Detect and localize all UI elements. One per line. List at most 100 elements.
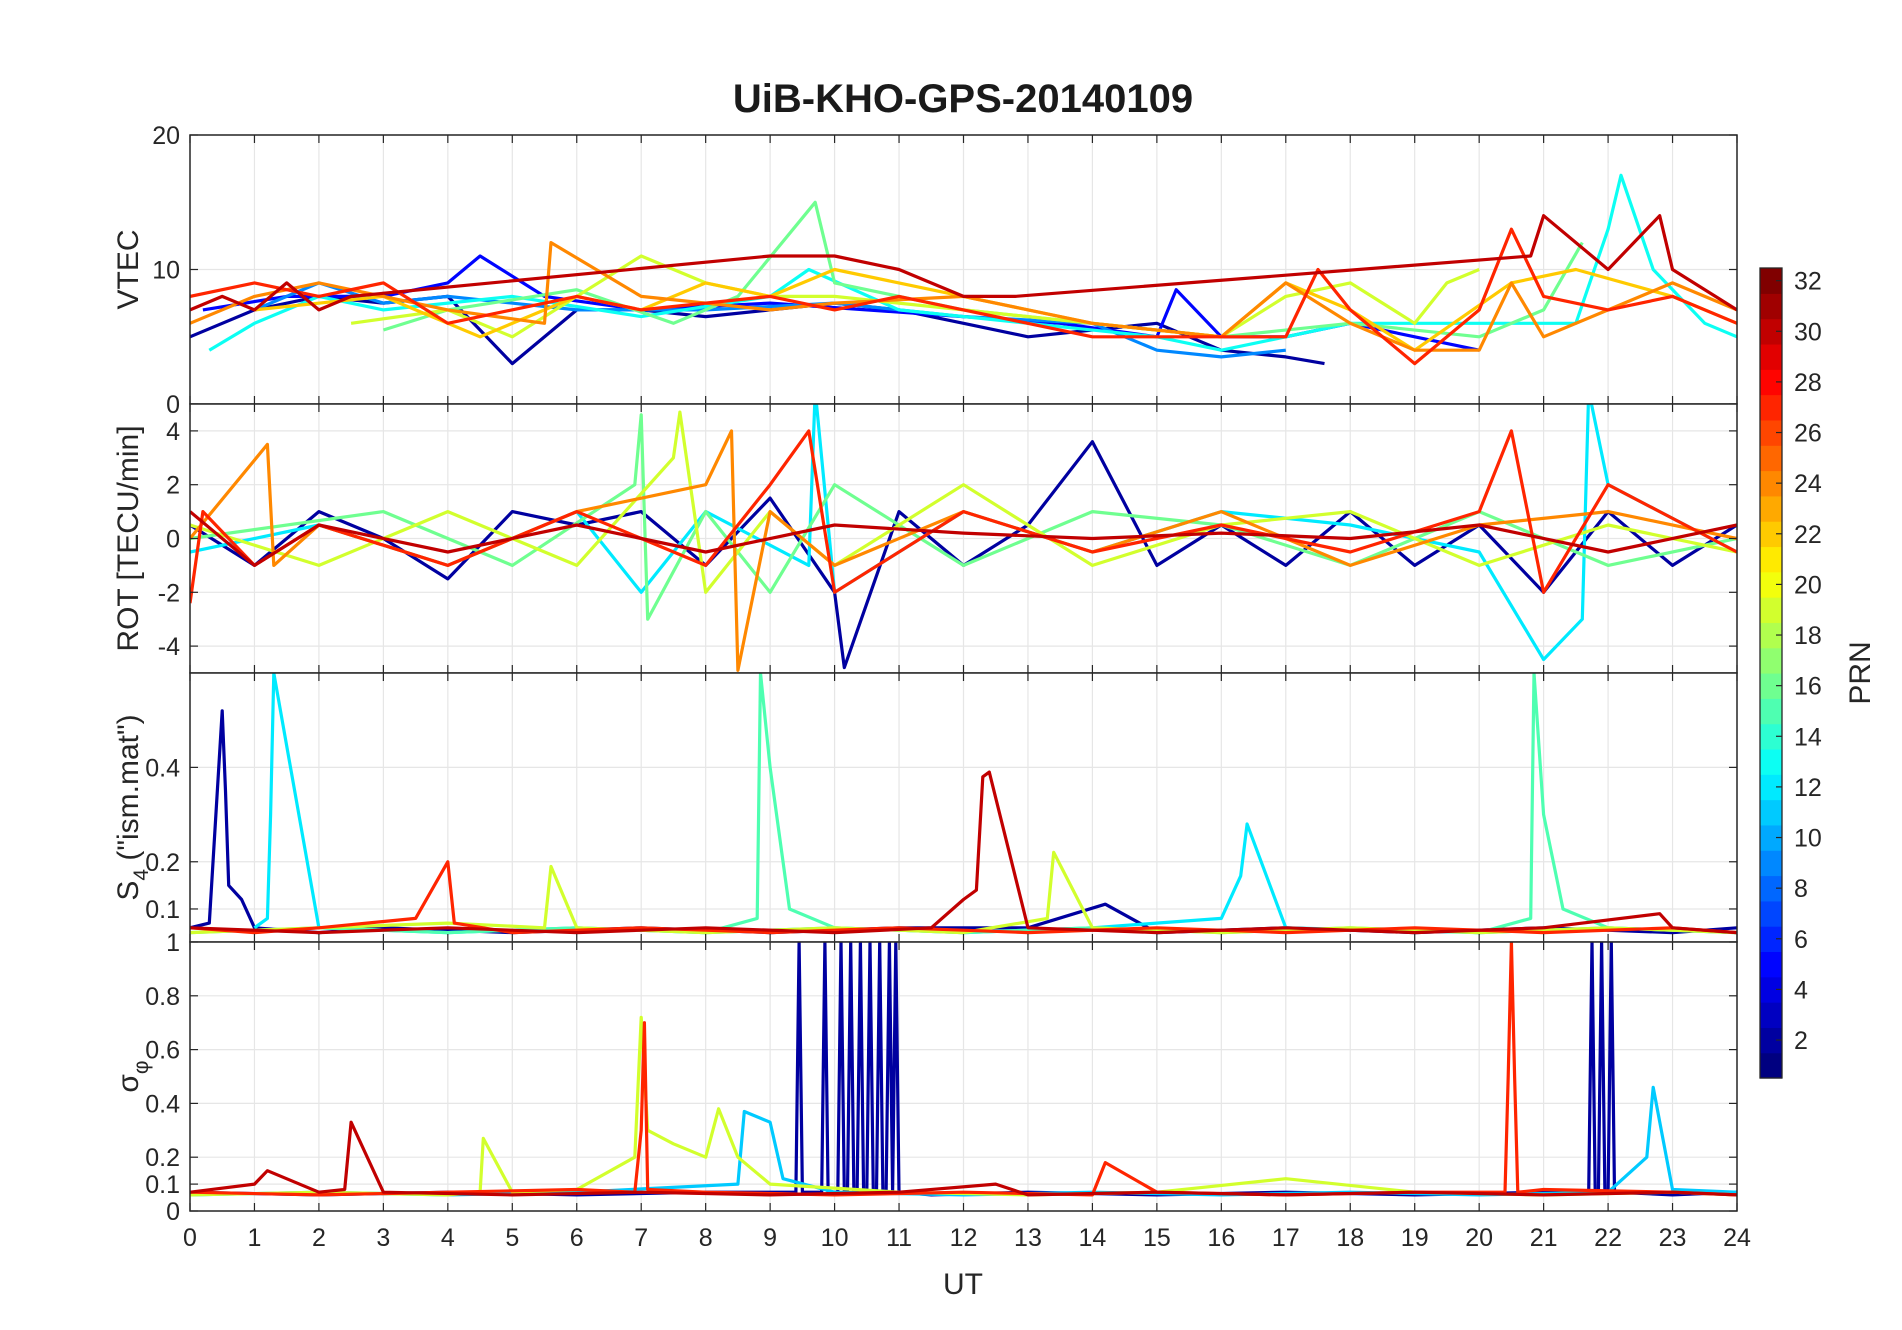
colorbar-segment xyxy=(1760,1052,1782,1079)
colorbar-segment xyxy=(1760,673,1782,699)
series-line-prn-19 xyxy=(190,1015,1737,1197)
x-tick-label: 14 xyxy=(1079,1224,1107,1252)
colorbar-segment xyxy=(1760,951,1782,978)
series-group xyxy=(190,404,1737,672)
y-tick-label: 10 xyxy=(152,257,180,285)
x-tick-label: 8 xyxy=(699,1224,713,1252)
series-line-prn-2 xyxy=(190,440,1737,670)
colorbar-segment xyxy=(1760,698,1782,725)
colorbar-tick-label: 18 xyxy=(1794,622,1822,650)
x-tick-label: 11 xyxy=(886,1224,912,1252)
colorbar-segment xyxy=(1760,571,1782,598)
colorbar-segment xyxy=(1760,495,1782,522)
colorbar-segment xyxy=(1760,597,1782,623)
colorbar-tick-label: 6 xyxy=(1794,926,1808,954)
y-tick-label: 0.1 xyxy=(145,1171,180,1199)
panel-2: -4 -2 0 2 4 ROT [TECU/min] xyxy=(112,403,1738,674)
chart-title: UiB-KHO-GPS-20140109 xyxy=(733,77,1193,121)
colorbar-segment xyxy=(1760,1027,1782,1054)
colorbar-segment xyxy=(1760,647,1782,674)
colorbar-tick-label: 32 xyxy=(1794,268,1822,296)
colorbar-segment xyxy=(1760,748,1782,775)
colorbar-segment xyxy=(1760,343,1782,370)
colorbar-segment xyxy=(1760,318,1782,345)
colorbar-tick-label: 28 xyxy=(1794,369,1822,397)
y-tick-label: 4 xyxy=(166,418,180,446)
series-line-prn-24 xyxy=(190,241,1737,352)
x-tick-label: 17 xyxy=(1272,1224,1300,1252)
x-tick-label: 19 xyxy=(1401,1224,1429,1252)
x-tick-label: 18 xyxy=(1336,1224,1364,1252)
colorbar-tick-label: 12 xyxy=(1794,774,1822,802)
x-tick-label: 12 xyxy=(950,1224,978,1252)
colorbar-tick-label: 4 xyxy=(1794,976,1808,1004)
colorbar-segment xyxy=(1760,900,1782,927)
x-tick-label: 22 xyxy=(1594,1224,1622,1252)
colorbar-tick-label: 14 xyxy=(1794,723,1822,751)
series-line-prn-13 xyxy=(208,173,1737,352)
colorbar-segment xyxy=(1760,850,1782,877)
colorbar-segment xyxy=(1760,521,1782,548)
colorbar-segment xyxy=(1760,824,1782,851)
x-tick-label: 6 xyxy=(570,1224,584,1252)
series-line-prn-9 xyxy=(253,281,1286,359)
series-group xyxy=(190,942,1737,1197)
y-tick-label: -4 xyxy=(158,633,180,661)
x-tick-label: 3 xyxy=(376,1224,390,1252)
colorbar-segment xyxy=(1760,774,1782,801)
colorbar-segment xyxy=(1760,293,1782,320)
x-tick-label: 20 xyxy=(1465,1224,1493,1252)
y-tick-label: 20 xyxy=(152,122,180,150)
y-tick-label: 0 xyxy=(166,391,180,419)
colorbar-segment xyxy=(1760,419,1782,446)
y-tick-label: 0 xyxy=(166,1198,180,1226)
series-line-prn-30 xyxy=(190,510,1737,568)
x-tick-label: 13 xyxy=(1014,1224,1042,1252)
y-tick-label: 2 xyxy=(166,472,180,500)
colorbar-frame xyxy=(1759,267,1783,1079)
x-tick-label: 24 xyxy=(1723,1224,1751,1252)
series-line-prn-27 xyxy=(190,227,1737,366)
x-tick-label: 9 xyxy=(763,1224,777,1252)
colorbar-segment xyxy=(1760,470,1782,497)
y-tick-label: 0.1 xyxy=(145,896,180,924)
x-tick-label: 10 xyxy=(821,1224,849,1252)
colorbar-tick-label: 30 xyxy=(1794,318,1822,346)
y-tick-label: 0.6 xyxy=(145,1037,180,1065)
colorbar-tick-label: 22 xyxy=(1794,521,1822,549)
y-axis-label: VTEC xyxy=(112,229,145,309)
series-line-prn-24 xyxy=(190,429,1737,672)
x-tick-label: 21 xyxy=(1530,1224,1558,1252)
series-group xyxy=(190,673,1737,935)
series-line-prn-30 xyxy=(190,214,1737,312)
y-tick-label: 0.2 xyxy=(145,1144,180,1172)
panel-1: 0 10 20 VTEC xyxy=(112,122,1738,419)
x-tick-label: 1 xyxy=(248,1224,262,1252)
colorbar-segment xyxy=(1760,799,1782,826)
panel-3: 0.1 0.2 0.4S4 ("ism.mat") xyxy=(112,672,1738,943)
colorbar-label: PRN xyxy=(1844,641,1877,704)
y-tick-label: 0 xyxy=(166,526,180,554)
x-tick-label: 16 xyxy=(1207,1224,1235,1252)
panel-4: 00.10.2 0.4 0.6 0.8 1 σφ xyxy=(112,929,1738,1226)
y-tick-label: 0.8 xyxy=(145,983,180,1011)
x-axis-label: UT xyxy=(943,1268,983,1301)
colorbar-tick-label: 8 xyxy=(1794,875,1808,903)
series-group xyxy=(190,173,1737,366)
colorbar-tick-label: 26 xyxy=(1794,420,1822,448)
y-tick-label: 0.2 xyxy=(145,849,180,877)
colorbar-tick-label: 10 xyxy=(1794,825,1822,853)
y-tick-label: 1 xyxy=(166,929,180,957)
y-tick-label: 0.4 xyxy=(145,1090,180,1118)
series-line-prn-30 xyxy=(190,770,1737,935)
x-tick-label: 15 xyxy=(1143,1224,1171,1252)
x-tick-label: 7 xyxy=(634,1224,648,1252)
colorbar-tick-label: 24 xyxy=(1794,470,1822,498)
x-tick-label: 2 xyxy=(312,1224,326,1252)
colorbar-segment xyxy=(1760,445,1782,472)
y-axis-label: ROT [TECU/min] xyxy=(112,425,145,651)
colorbar-segment xyxy=(1760,369,1782,396)
colorbar-segment xyxy=(1760,622,1782,649)
